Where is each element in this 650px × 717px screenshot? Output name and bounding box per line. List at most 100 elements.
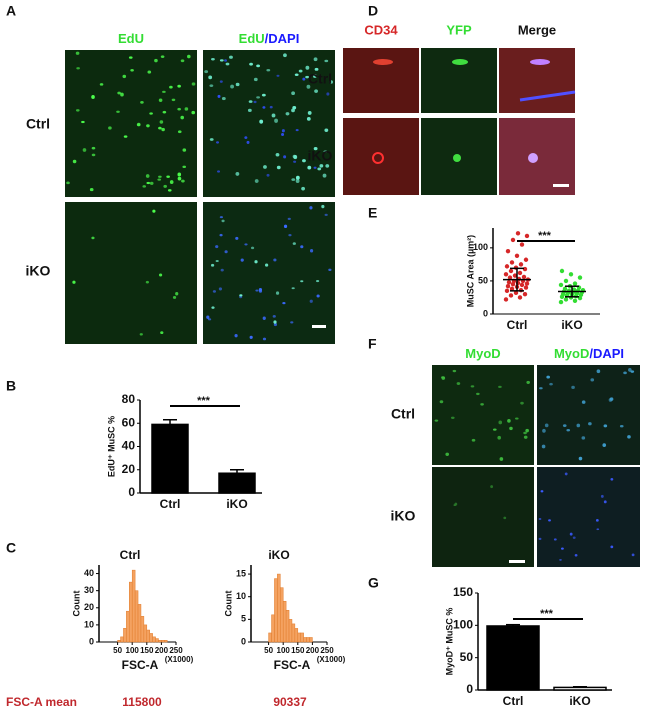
- hist-bar: [291, 623, 296, 643]
- y-label: MyoD⁺ MuSC %: [444, 608, 454, 676]
- cell: [372, 152, 384, 164]
- nucleus: [149, 181, 154, 185]
- nucleus: [157, 178, 162, 181]
- hist-bar: [131, 569, 136, 643]
- nucleus: [295, 129, 299, 132]
- header-part: MyoD: [465, 346, 500, 361]
- x-label: FSC-A: [274, 658, 311, 672]
- nucleus: [498, 420, 503, 425]
- nucleus: [305, 75, 310, 79]
- nucleus: [208, 75, 213, 80]
- nucleus: [627, 435, 631, 439]
- nucleus: [136, 122, 141, 127]
- nucleus: [288, 233, 292, 237]
- x-tick-label: 100: [277, 646, 291, 655]
- nucleus: [631, 553, 635, 557]
- nucleus: [224, 250, 228, 254]
- nucleus: [546, 375, 550, 379]
- nucleus: [291, 287, 295, 290]
- x-tick-label: iKO: [226, 497, 247, 511]
- nucleus: [596, 369, 601, 374]
- hist-bar: [294, 628, 299, 643]
- point: [518, 262, 524, 267]
- nucleus: [154, 58, 158, 63]
- row-label: Ctrl: [308, 71, 332, 87]
- y-tick-label: 10: [84, 619, 94, 629]
- nucleus: [253, 100, 257, 104]
- point: [503, 272, 509, 277]
- row-label: Ctrl: [26, 116, 50, 132]
- nucleus: [503, 516, 507, 520]
- nucleus: [158, 98, 163, 102]
- nucleus: [559, 558, 562, 561]
- nucleus: [520, 401, 524, 405]
- micrograph: [537, 365, 640, 465]
- nucleus: [314, 89, 318, 93]
- x-tick-label: 50: [264, 646, 273, 655]
- point: [510, 282, 516, 287]
- nucleus: [293, 160, 297, 163]
- nucleus: [191, 82, 196, 86]
- nucleus: [221, 96, 226, 101]
- point: [507, 275, 513, 280]
- hist-bar: [271, 614, 275, 643]
- y-tick-label: 150: [453, 585, 473, 599]
- nucleus: [603, 500, 607, 504]
- nucleus: [498, 385, 502, 388]
- micrograph: [203, 50, 335, 197]
- nucleus: [539, 387, 543, 390]
- micrographs: [65, 48, 640, 567]
- point: [524, 233, 530, 239]
- header-part: EdU: [118, 31, 144, 46]
- bar: [151, 423, 189, 494]
- y-tick-label: 40: [122, 439, 136, 453]
- significance: ***: [538, 230, 552, 242]
- micrograph: [432, 365, 534, 465]
- y-tick-label: 60: [122, 415, 136, 429]
- hist-bar: [143, 624, 148, 643]
- nucleus: [509, 426, 513, 431]
- nucleus: [160, 331, 164, 335]
- nucleus: [181, 179, 185, 183]
- nucleus: [561, 547, 564, 550]
- nucleus: [239, 294, 243, 297]
- hist-bar: [126, 610, 130, 643]
- nucleus: [166, 175, 170, 178]
- micrograph: [499, 48, 575, 113]
- nucleus: [281, 133, 285, 136]
- x-unit: (X1000): [317, 655, 346, 664]
- micrograph: [203, 202, 335, 344]
- nucleus: [307, 110, 312, 115]
- nucleus: [89, 188, 94, 192]
- nucleus: [523, 435, 528, 439]
- nucleus: [184, 107, 189, 111]
- nucleus: [312, 74, 317, 78]
- hist-bar: [120, 636, 124, 643]
- nucleus: [117, 91, 121, 95]
- nucleus: [75, 51, 80, 55]
- nucleus: [219, 80, 223, 83]
- nucleus: [204, 70, 209, 74]
- nucleus: [566, 429, 571, 432]
- nucleus: [306, 84, 311, 89]
- nucleus: [581, 400, 586, 404]
- nucleus: [265, 263, 269, 267]
- nucleus: [152, 209, 156, 213]
- point: [558, 282, 564, 288]
- nucleus: [454, 502, 458, 506]
- nucleus: [610, 545, 614, 549]
- header-part: MyoD: [554, 346, 589, 361]
- nucleus: [314, 67, 319, 71]
- nucleus: [158, 273, 163, 277]
- x-unit: (X1000): [165, 655, 194, 664]
- nucleus: [544, 423, 549, 428]
- nucleus: [492, 428, 497, 431]
- y-tick-label: 40: [84, 568, 94, 578]
- hist-bar: [303, 637, 307, 643]
- point: [504, 288, 510, 294]
- nucleus: [525, 428, 529, 433]
- y-tick-label: 50: [478, 275, 488, 285]
- micrograph: [421, 48, 497, 113]
- nucleus: [72, 280, 76, 284]
